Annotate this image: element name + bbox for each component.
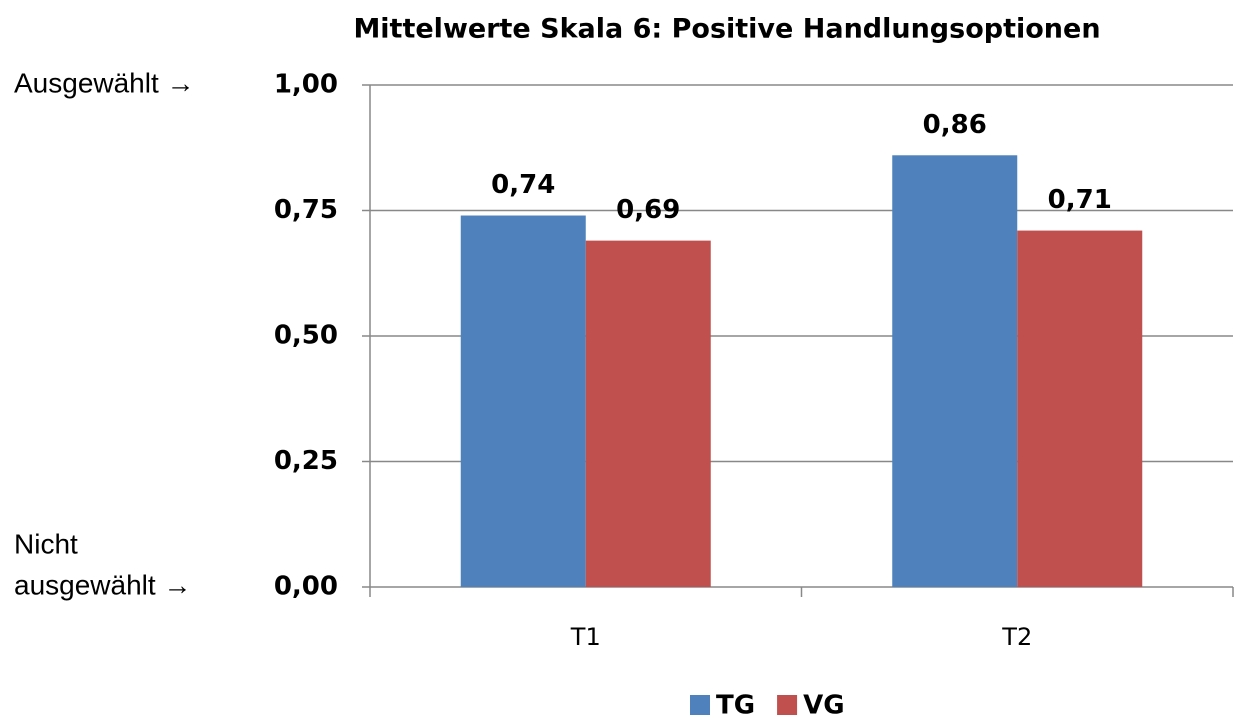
y-tick-label: 0,75 <box>274 195 338 225</box>
bar <box>460 215 586 587</box>
legend-label: TG <box>716 691 755 717</box>
annotation: ausgewählt → <box>14 569 191 600</box>
value-label: 0,71 <box>1048 185 1112 215</box>
value-label: 0,86 <box>923 110 987 140</box>
y-tick-label: 0,50 <box>274 321 338 351</box>
bar <box>1017 230 1143 587</box>
value-label: 0,69 <box>616 195 680 225</box>
value-label: 0,74 <box>491 170 555 200</box>
y-tick-label: 0,25 <box>274 446 338 476</box>
y-tick-label: 0,00 <box>274 572 338 602</box>
y-tick-label: 1,00 <box>274 70 338 100</box>
annotation: Nicht <box>14 528 78 559</box>
chart-title: Mittelwerte Skala 6: Positive Handlungso… <box>353 14 1100 45</box>
legend-swatch <box>777 695 798 715</box>
annotation: Ausgewählt → <box>14 67 195 98</box>
bar <box>585 240 711 587</box>
legend-swatch <box>690 695 710 715</box>
bar <box>892 155 1018 587</box>
legend-label: VG <box>803 691 844 717</box>
x-tick-label: T1 <box>570 623 601 651</box>
x-tick-label: T2 <box>1001 623 1032 651</box>
